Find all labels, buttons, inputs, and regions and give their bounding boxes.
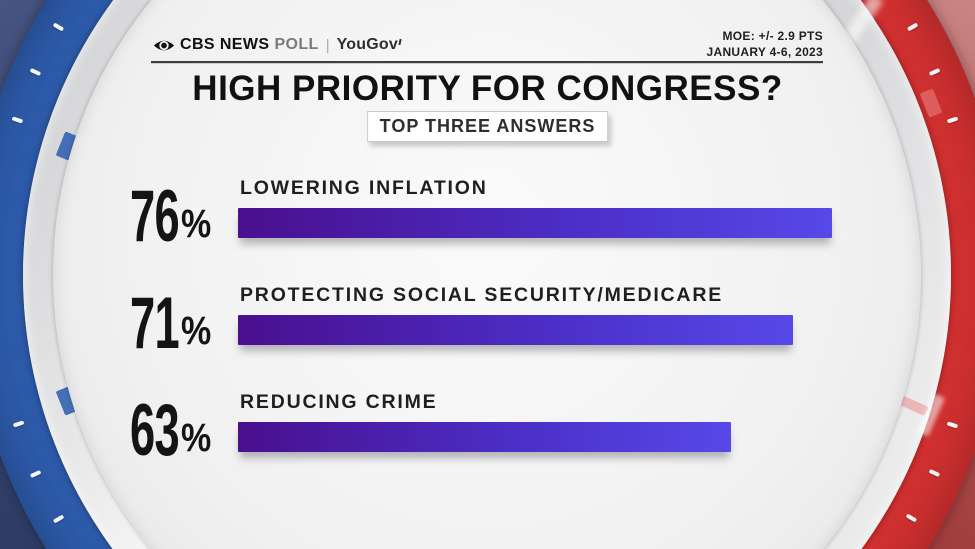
brand-lockup: CBS NEWS POLL | YouGov [153,36,402,54]
bar-label: REDUCING CRIME [240,391,438,413]
bar [238,315,794,345]
subtitle-badge: TOP THREE ANSWERS [366,111,609,142]
header-divider-rule [151,61,823,64]
content-background-circle [53,0,921,549]
brand-yougov: YouGov [336,36,398,53]
cbs-eye-icon [153,40,175,50]
page-title: HIGH PRIORITY FOR CONGRESS? [192,69,783,108]
percent-sign: % [181,309,212,353]
brand-poll: POLL [274,36,319,53]
brand-cbs-news: CBS NEWS [180,36,270,53]
percent-sign: % [181,202,212,246]
percent-digits: 63 [130,389,180,471]
yougov-prime-mark [398,38,402,45]
bar-track [238,422,975,452]
poll-row: 71 % PROTECTING SOCIAL SECURITY/MEDICARE [130,284,975,360]
bar-track [238,315,975,345]
methodology-note: MOE: +/- 2.9 PTS JANUARY 4-6, 2023 [707,28,824,60]
moe-line: MOE: +/- 2.9 PTS [722,29,823,43]
percent-digits: 76 [130,175,180,257]
brand-divider: | [325,36,330,54]
percent-digits: 71 [130,282,180,364]
percent-value: 71 % [130,287,238,360]
bar-label: LOWERING INFLATION [240,177,488,199]
percent-sign: % [181,416,212,460]
poll-row: 63 % REDUCING CRIME [130,391,975,467]
percent-value: 76 % [130,180,238,253]
field-dates-line: JANUARY 4-6, 2023 [706,45,823,60]
percent-value: 63 % [130,394,238,467]
bar-label: PROTECTING SOCIAL SECURITY/MEDICARE [240,284,724,306]
bar [238,422,731,452]
bar [238,208,833,238]
bar-track [238,208,975,238]
poll-row: 76 % LOWERING INFLATION [130,177,975,253]
